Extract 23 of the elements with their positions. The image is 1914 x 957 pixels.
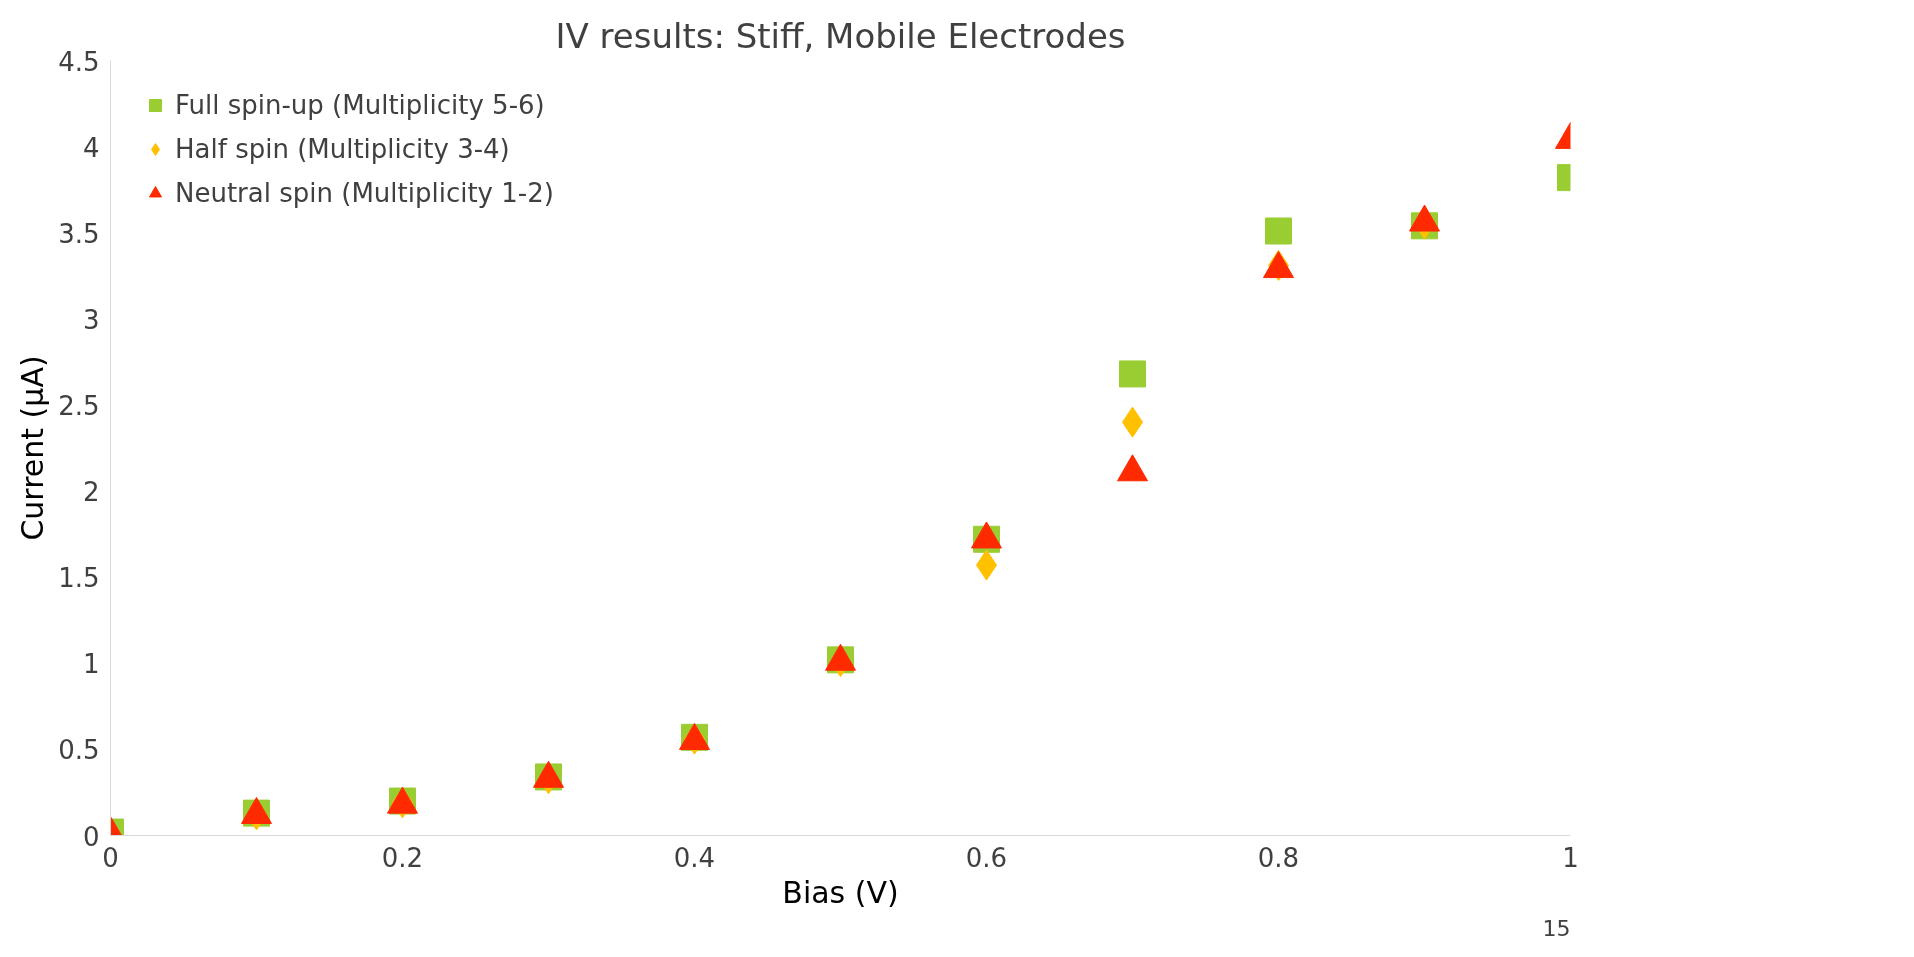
x-axis-title: Bias (V) <box>782 874 899 910</box>
y-tick-label: 0 <box>82 821 100 852</box>
y-tick-label: 1 <box>82 649 100 680</box>
y-tick-label: 0.5 <box>58 735 100 766</box>
y-tick-label: 1.5 <box>58 563 100 594</box>
x-tick-label: 0.8 <box>1257 842 1300 873</box>
y-tick-label: 4.5 <box>58 46 100 77</box>
y-tick-label: 2 <box>82 477 100 508</box>
legend-label: Full spin-up (Multiplicity 5-6) <box>175 90 545 120</box>
legend-label: Neutral spin (Multiplicity 1-2) <box>175 178 554 208</box>
y-tick-label: 3.5 <box>58 218 100 249</box>
x-tick-label: 0.2 <box>381 842 424 873</box>
y-tick-label: 4 <box>82 132 100 163</box>
legend-label: Half spin (Multiplicity 3-4) <box>175 134 510 164</box>
x-tick-label: 1 <box>1562 842 1579 873</box>
y-axis-title: Current (µA) <box>15 355 51 541</box>
chart-title: IV results: Stiff, Mobile Electrodes <box>555 15 1126 56</box>
y-tick-label: 2.5 <box>58 390 100 421</box>
text: 15 <box>1542 915 1571 941</box>
y-tick-label: 3 <box>82 304 100 335</box>
x-tick-label: 0.4 <box>673 842 716 873</box>
x-tick-label: 0.6 <box>965 842 1008 873</box>
x-tick-label: 0 <box>102 842 119 873</box>
